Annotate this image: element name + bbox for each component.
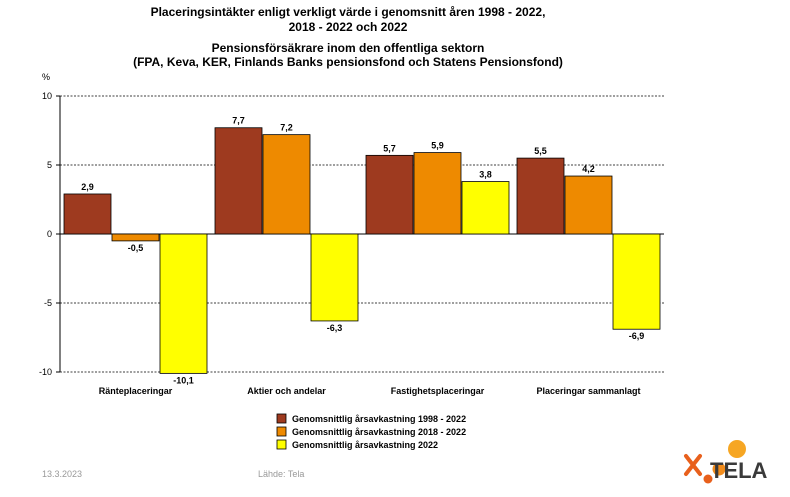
bar: [63, 193, 112, 235]
bar: [461, 181, 510, 235]
y-tick-label: 0: [47, 229, 52, 239]
bar-value-label: 5,5: [534, 146, 547, 156]
bar-value-label: 5,9: [431, 141, 444, 151]
bar: [310, 233, 359, 322]
legend-label: Genomsnittlig årsavkastning 2022: [292, 440, 438, 450]
category-label: Fastighetsplaceringar: [391, 386, 485, 396]
y-tick-label: -5: [44, 298, 52, 308]
bar-value-label: 7,7: [232, 116, 245, 126]
tela-logo: TELA: [684, 440, 768, 484]
logo-dot-small: [703, 474, 713, 484]
bar: [214, 127, 263, 235]
bar: [159, 233, 208, 374]
bar: [564, 175, 613, 235]
logo-dot-medium: [712, 462, 726, 476]
bar-value-label: 7,2: [280, 123, 293, 133]
bar-value-label: 2,9: [81, 182, 94, 192]
category-label: Placeringar sammanlagt: [536, 386, 640, 396]
footer-source: Lähde: Tela: [258, 469, 304, 479]
bar-value-label: -10,1: [173, 375, 194, 385]
legend-swatch: [276, 413, 287, 424]
bar-value-label: -6,3: [327, 323, 343, 333]
y-tick-label: 5: [47, 160, 52, 170]
category-label: Ränteplaceringar: [99, 386, 173, 396]
bar: [111, 233, 160, 242]
logo-dot-large: [728, 440, 746, 458]
bar: [516, 157, 565, 235]
legend-label: Genomsnittlig årsavkastning 2018 - 2022: [292, 427, 466, 437]
bar-value-label: -6,9: [629, 331, 645, 341]
legend-label: Genomsnittlig årsavkastning 1998 - 2022: [292, 414, 466, 424]
bar-value-label: 4,2: [582, 164, 595, 174]
bar: [365, 154, 414, 235]
logo-cross-icon: [684, 454, 702, 476]
chart-title: Placeringsintäkter enligt verkligt värde…: [151, 5, 546, 19]
bar-value-labels: 2,9 -0,5 -10,1 7,7 7,2 -6,3 5,7 5,9 3,8 5,5 4,2 -6,…: [81, 116, 644, 386]
legend-swatch: [276, 439, 287, 450]
footer-date: 13.3.2023: [42, 469, 82, 479]
y-tick-label: 10: [42, 91, 52, 101]
chart-subtitle-line2: (FPA, Keva, KER, Finlands Banks pensions…: [133, 55, 563, 69]
bars: [63, 127, 661, 374]
legend-swatch: [276, 426, 287, 437]
category-label: Aktier och andelar: [247, 386, 326, 396]
bar: [262, 134, 311, 235]
chart-title-line2: 2018 - 2022 och 2022: [289, 20, 408, 34]
legend: Genomsnittlig årsavkastning 1998 - 2022 G…: [276, 413, 466, 450]
category-labels: Ränteplaceringar Aktier och andelar Fastig…: [99, 386, 641, 396]
bar-value-label: 5,7: [383, 143, 396, 153]
chart-subtitle: Pensionsförsäkrare inom den offentliga s…: [212, 41, 485, 55]
logo-text: TELA: [710, 458, 768, 483]
bar: [413, 152, 462, 235]
y-tick-label: -10: [39, 367, 52, 377]
bar: [612, 233, 661, 330]
y-axis-ticks: 10 5 0 -5 -10: [39, 91, 60, 377]
y-axis-unit: %: [42, 72, 50, 82]
bar-value-label: -0,5: [128, 243, 144, 253]
bar-value-label: 3,8: [479, 170, 492, 180]
